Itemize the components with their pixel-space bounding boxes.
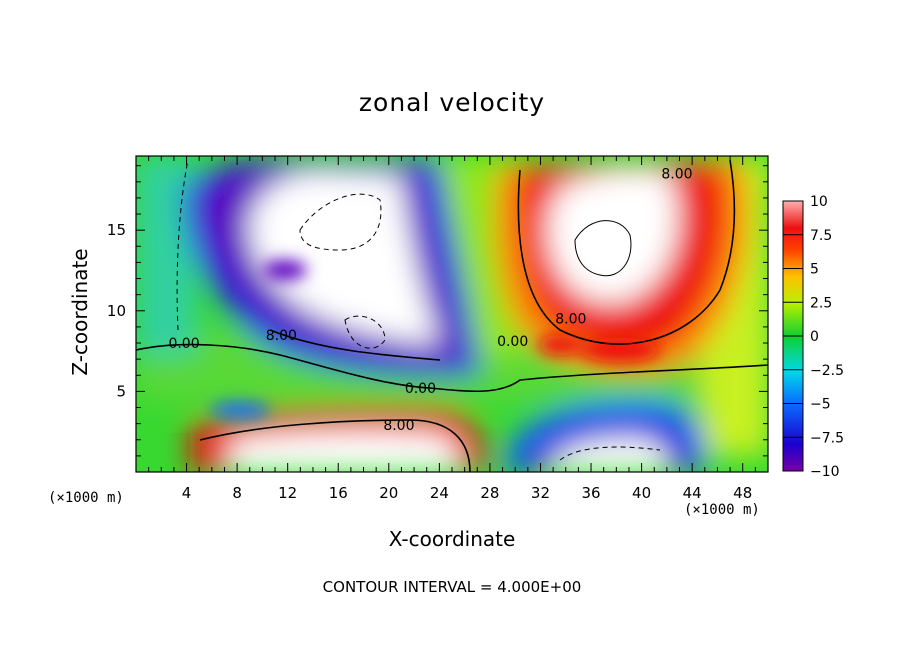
contour-interval-note: CONTOUR INTERVAL = 4.000E+00 [322, 578, 582, 596]
colorbar-tick-label: 0 [810, 329, 819, 345]
x-tick-label: 48 [733, 484, 752, 502]
colorbar-tick-label: 2.5 [810, 295, 832, 311]
x-tick-label: 24 [430, 484, 449, 502]
contour-label: 0.00 [497, 334, 528, 350]
x-tick-label: 8 [232, 484, 242, 502]
contour-label: 0.00 [405, 381, 436, 397]
colorbar-tick-label: −2.5 [810, 363, 844, 379]
colorbar-tick-label: −7.5 [810, 430, 844, 446]
chart-title: zonal velocity [358, 88, 546, 117]
x-tick-label: 12 [278, 484, 297, 502]
x-tick-label: 32 [531, 484, 550, 502]
y-tick-label: 10 [107, 302, 126, 320]
colorbar-tick-label: 5 [810, 262, 819, 278]
x-tick-label: 16 [329, 484, 348, 502]
colorbar-ticks: 10 7.5 5 2.5 0 −2.5 −5 −7.5 −10 [783, 194, 844, 480]
heatmap-field [136, 156, 768, 472]
x-tick-label: 36 [581, 484, 600, 502]
x-tick-label: 28 [480, 484, 499, 502]
x-tick-label: 40 [632, 484, 651, 502]
colorbar-tick-label: −5 [810, 397, 831, 413]
y-tick-label: 5 [116, 382, 126, 400]
colorbar-tick-label: 10 [810, 194, 828, 210]
x-tick-label: 44 [683, 484, 702, 502]
x-tick-label: 20 [379, 484, 398, 502]
contour-label: 8.00 [555, 312, 586, 328]
x-unit-label-right: (×1000 m) [684, 502, 760, 518]
y-tick-label: 15 [107, 221, 126, 239]
x-unit-label-left: (×1000 m) [48, 490, 124, 506]
colorbar-tick-label: 7.5 [810, 228, 832, 244]
colorbar-tick-label: −10 [810, 464, 840, 480]
contour-label: 8.00 [266, 328, 297, 344]
contour-label: 0.00 [168, 336, 199, 352]
contour-label: 8.00 [383, 418, 414, 434]
contour-label-group: 0.00 8.00 0.00 8.00 0.00 8.00 8.00 [168, 167, 692, 435]
x-tick-label: 4 [182, 484, 192, 502]
contour-label: 8.00 [661, 167, 692, 183]
x-axis-label: X-coordinate [388, 527, 516, 551]
